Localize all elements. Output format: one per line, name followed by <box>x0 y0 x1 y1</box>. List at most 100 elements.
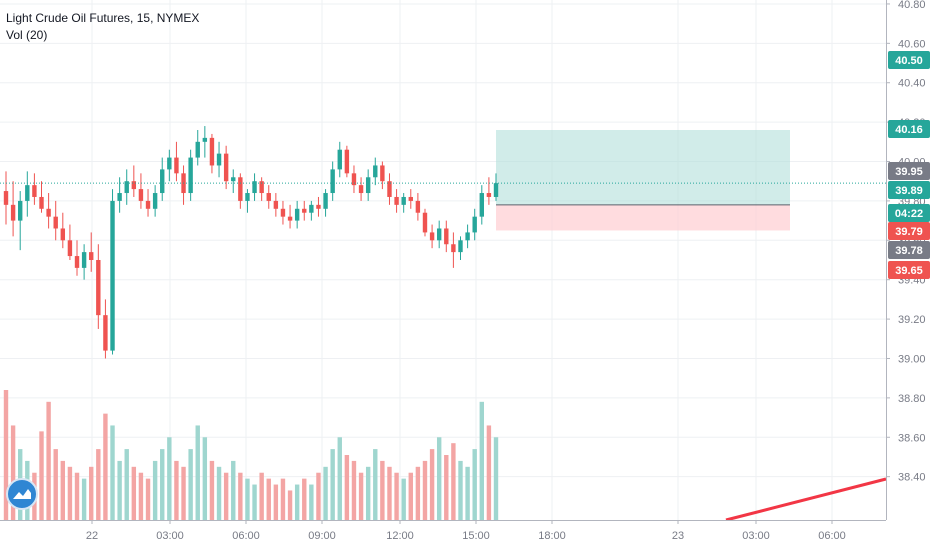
volume-bar <box>174 460 179 520</box>
price-label-box <box>888 51 930 69</box>
volume-bar <box>337 437 342 520</box>
volume-bar <box>216 466 222 520</box>
time-tick-label: 12:00 <box>386 530 414 542</box>
volume-bar <box>287 490 293 520</box>
time-axis-bg <box>0 520 886 550</box>
candle-body <box>103 315 108 351</box>
price-label-text: 39.79 <box>895 226 923 238</box>
time-axis[interactable]: 22 03:00 06:00 09:00 12:00 15:00 18:00 23 03:00 0… <box>0 520 886 550</box>
overlays <box>0 182 887 522</box>
candle-body <box>39 196 44 209</box>
candle-body <box>309 204 314 213</box>
price-label-text: 40.50 <box>895 55 923 67</box>
volume-bar <box>280 478 286 520</box>
price-label-box <box>888 241 930 259</box>
volume-bar <box>117 460 122 520</box>
candle-body <box>436 228 442 241</box>
candle-body <box>280 208 286 217</box>
volume-bar <box>259 472 264 520</box>
candle-body <box>53 216 58 229</box>
candle-body <box>479 193 484 217</box>
volume-bar <box>181 466 186 520</box>
volume-bar <box>429 449 435 520</box>
candle-body <box>60 228 66 241</box>
volume-bar <box>74 472 80 520</box>
time-tick-label: 06:00 <box>232 530 260 542</box>
volume-bar <box>96 449 101 520</box>
volume-bar <box>39 431 44 520</box>
volume-bar <box>238 472 243 520</box>
indicator-label[interactable]: Vol (20) <box>6 28 48 42</box>
volume-bar <box>373 449 378 520</box>
price-tick-label: 38.40 <box>898 472 926 484</box>
volume-bar <box>60 460 66 520</box>
candle-body <box>245 193 250 201</box>
volume-bar <box>401 478 406 520</box>
candle-body <box>429 232 435 241</box>
legend: Light Crude Oil Futures, 15, NYMEX Vol (… <box>6 10 199 44</box>
price-tick-label: 39.00 <box>898 353 926 365</box>
candle-body <box>209 137 215 166</box>
candle-body <box>202 137 208 142</box>
volume-bar <box>145 478 151 520</box>
volume-bar <box>493 437 499 520</box>
candle-body <box>472 216 477 233</box>
candle-body <box>3 191 9 205</box>
symbol-title[interactable]: Light Crude Oil Futures, 15, NYMEX <box>6 11 200 25</box>
candle-body <box>131 181 137 190</box>
candle-body <box>344 149 350 174</box>
volume-bar <box>273 484 279 520</box>
candle-body <box>337 149 342 170</box>
candle-body <box>287 216 293 221</box>
volume-bar <box>110 425 115 520</box>
price-tick-label: 38.80 <box>898 393 926 405</box>
candle-body <box>294 208 300 221</box>
candle-body <box>145 200 151 209</box>
long-position-tool[interactable] <box>496 130 790 231</box>
candle-body <box>330 169 335 194</box>
tradingview-logo-icon[interactable] <box>6 478 38 510</box>
candle-body <box>167 157 172 170</box>
candle-body <box>394 196 399 205</box>
candle-body <box>67 240 73 257</box>
candle-body <box>216 153 222 166</box>
volume-bar <box>302 478 307 520</box>
candle-body <box>10 204 16 221</box>
volume-bar <box>479 401 484 520</box>
volume-bar <box>209 460 215 520</box>
candle-body <box>259 181 264 194</box>
volume-bar <box>316 472 321 520</box>
volume-bar <box>387 466 392 520</box>
volume-bar <box>245 478 250 520</box>
volume-bar <box>394 472 399 520</box>
time-tick-label: 09:00 <box>308 530 336 542</box>
candle-body <box>138 189 144 201</box>
volume-bar <box>436 437 442 520</box>
volume-bar <box>365 466 371 520</box>
candle-body <box>323 193 328 209</box>
volume-bar <box>103 413 108 520</box>
price-tick-label: 38.60 <box>898 432 926 444</box>
candle-body <box>96 260 101 316</box>
volume-bar <box>380 460 385 520</box>
price-label-text: 39.78 <box>895 245 923 257</box>
price-label-text: 40.16 <box>895 124 923 136</box>
volume-bar <box>486 425 492 520</box>
candle-body <box>195 141 200 158</box>
candle-body <box>117 193 122 201</box>
price-label-box <box>888 120 930 138</box>
volume-bar <box>131 466 137 520</box>
price-tick-label: 39.20 <box>898 314 926 326</box>
volume-bar <box>188 449 193 520</box>
candle-body <box>81 252 87 268</box>
volume-bar <box>89 466 94 520</box>
candle-body <box>401 196 406 205</box>
price-label-box <box>888 162 930 180</box>
volume-bar <box>472 449 477 520</box>
volume-bar <box>351 460 357 520</box>
time-tick-label: 18:00 <box>538 530 566 542</box>
candle-body <box>160 169 165 194</box>
price-tick-label: 40.80 <box>898 0 926 11</box>
